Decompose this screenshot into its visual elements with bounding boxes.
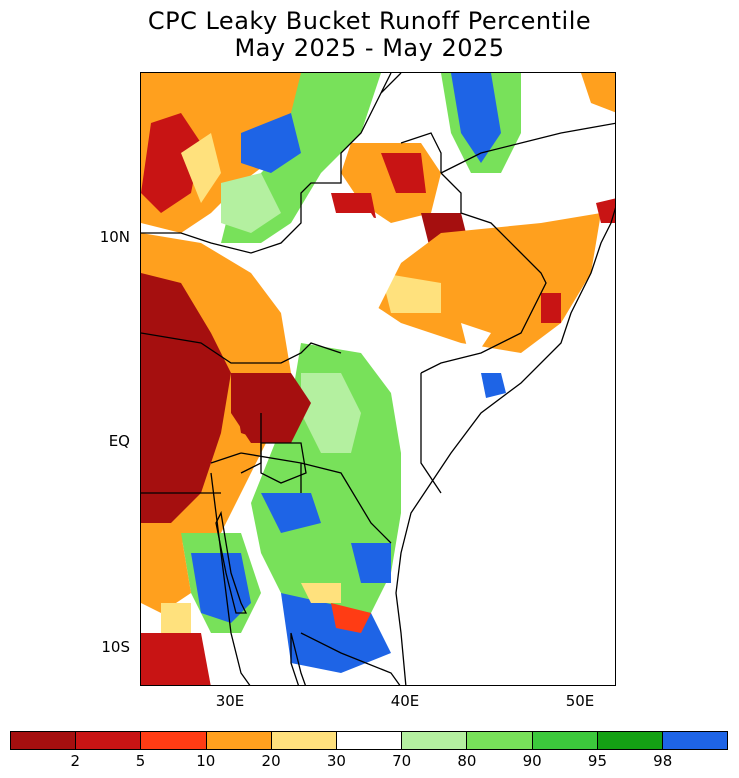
colorbar-tick-label: 90 bbox=[522, 752, 542, 770]
colorbar-tick-label: 2 bbox=[70, 752, 81, 770]
lake-victoria bbox=[260, 442, 307, 484]
country-boundaries bbox=[141, 73, 547, 685]
lake-tanganyika bbox=[215, 510, 248, 614]
lon-label-50e: 50E bbox=[565, 692, 595, 710]
map-title: CPC Leaky Bucket Runoff Percentile bbox=[147, 7, 592, 35]
colorbar-tick-label: 98 bbox=[653, 752, 673, 770]
map-period: May 2025 - May 2025 bbox=[234, 34, 505, 62]
colorbar-swatch bbox=[141, 732, 207, 749]
percentile-map bbox=[141, 73, 615, 685]
colorbar-tick-label: 30 bbox=[326, 752, 346, 770]
very-dry-west bbox=[141, 273, 231, 523]
coastline bbox=[395, 122, 615, 685]
colorbar-tick-label: 95 bbox=[587, 752, 607, 770]
colorbar-swatch bbox=[11, 732, 77, 749]
colorbar-swatch bbox=[662, 732, 728, 749]
lat-label-10n: 10N bbox=[99, 228, 130, 246]
colorbar-swatch bbox=[271, 732, 337, 749]
colorbar-swatch bbox=[336, 732, 403, 749]
lake-malawi bbox=[290, 632, 306, 685]
colorbar-swatch bbox=[532, 732, 598, 749]
colorbar-tick-label: 80 bbox=[457, 752, 477, 770]
colorbar-tick-label: 70 bbox=[392, 752, 412, 770]
colorbar-swatch bbox=[206, 732, 272, 749]
colorbar-swatch bbox=[467, 732, 533, 749]
lon-label-30e: 30E bbox=[215, 692, 245, 710]
lon-label-40e: 40E bbox=[390, 692, 420, 710]
colorbar-tick-label: 10 bbox=[196, 752, 216, 770]
colorbar-swatch bbox=[597, 732, 663, 749]
map-panel bbox=[140, 72, 616, 686]
lat-label-10s: 10S bbox=[101, 638, 130, 656]
colorbar-swatch bbox=[402, 732, 468, 749]
colorbar-tick-label: 20 bbox=[261, 752, 281, 770]
colorbar bbox=[10, 731, 728, 750]
colorbar-swatch bbox=[76, 732, 142, 749]
lat-label-eq: EQ bbox=[108, 432, 130, 450]
colorbar-tick-label: 5 bbox=[135, 752, 146, 770]
